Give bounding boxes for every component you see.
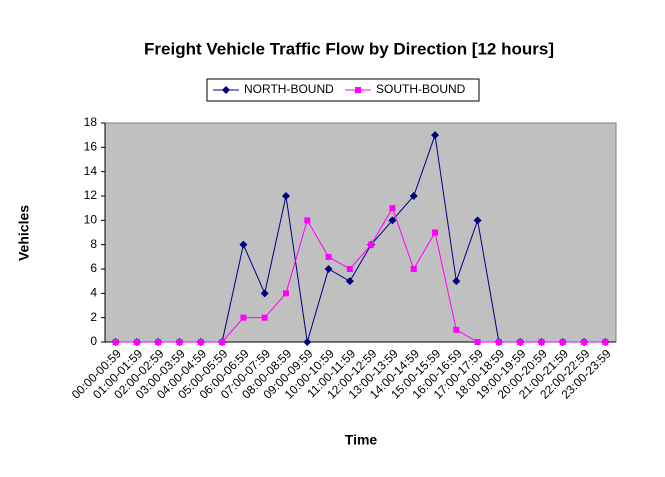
marker [239,240,248,249]
marker [133,339,140,345]
marker [260,289,269,298]
legend-marker [355,87,361,93]
marker [240,314,247,321]
marker [345,277,354,286]
legend-marker [222,86,230,94]
y-tick-label: 4 [90,286,97,300]
marker [176,339,183,345]
y-tick-label: 10 [84,213,98,227]
marker [282,290,289,297]
marker [602,339,609,345]
legend-label: NORTH-BOUND [244,82,334,96]
marker [389,205,396,212]
y-tick-label: 18 [84,115,98,129]
marker [410,266,417,272]
y-tick-label: 16 [84,140,98,154]
marker [432,229,439,236]
marker [473,216,482,225]
y-tick-label: 6 [90,261,97,275]
marker [304,217,311,224]
y-axis-label: Vehicles [16,205,32,261]
marker [431,131,440,140]
marker [474,339,481,345]
legend-label: SOUTH-BOUND [376,82,466,96]
marker [517,339,524,345]
marker [388,216,397,225]
marker [452,277,461,286]
y-tick-label: 12 [84,188,98,202]
chart-title: Freight Vehicle Traffic Flow by Directio… [144,39,554,58]
marker [219,339,226,345]
marker [453,326,460,333]
marker [581,339,588,345]
marker [303,338,312,346]
marker [281,192,290,200]
marker [346,266,353,272]
marker [538,339,545,345]
y-tick-label: 14 [84,164,98,178]
marker [324,265,333,273]
marker [495,339,502,345]
plot-area [104,122,617,343]
marker [559,339,566,345]
marker [112,339,119,345]
marker [197,339,204,345]
marker [261,314,268,321]
x-axis-label: Time [345,432,378,448]
y-tick-label: 0 [90,334,97,348]
legend-box [206,78,480,102]
y-tick-label: 8 [90,237,97,251]
marker [155,339,162,345]
marker [368,241,375,248]
marker [409,192,418,200]
marker [325,253,332,260]
y-tick-label: 2 [90,310,97,324]
